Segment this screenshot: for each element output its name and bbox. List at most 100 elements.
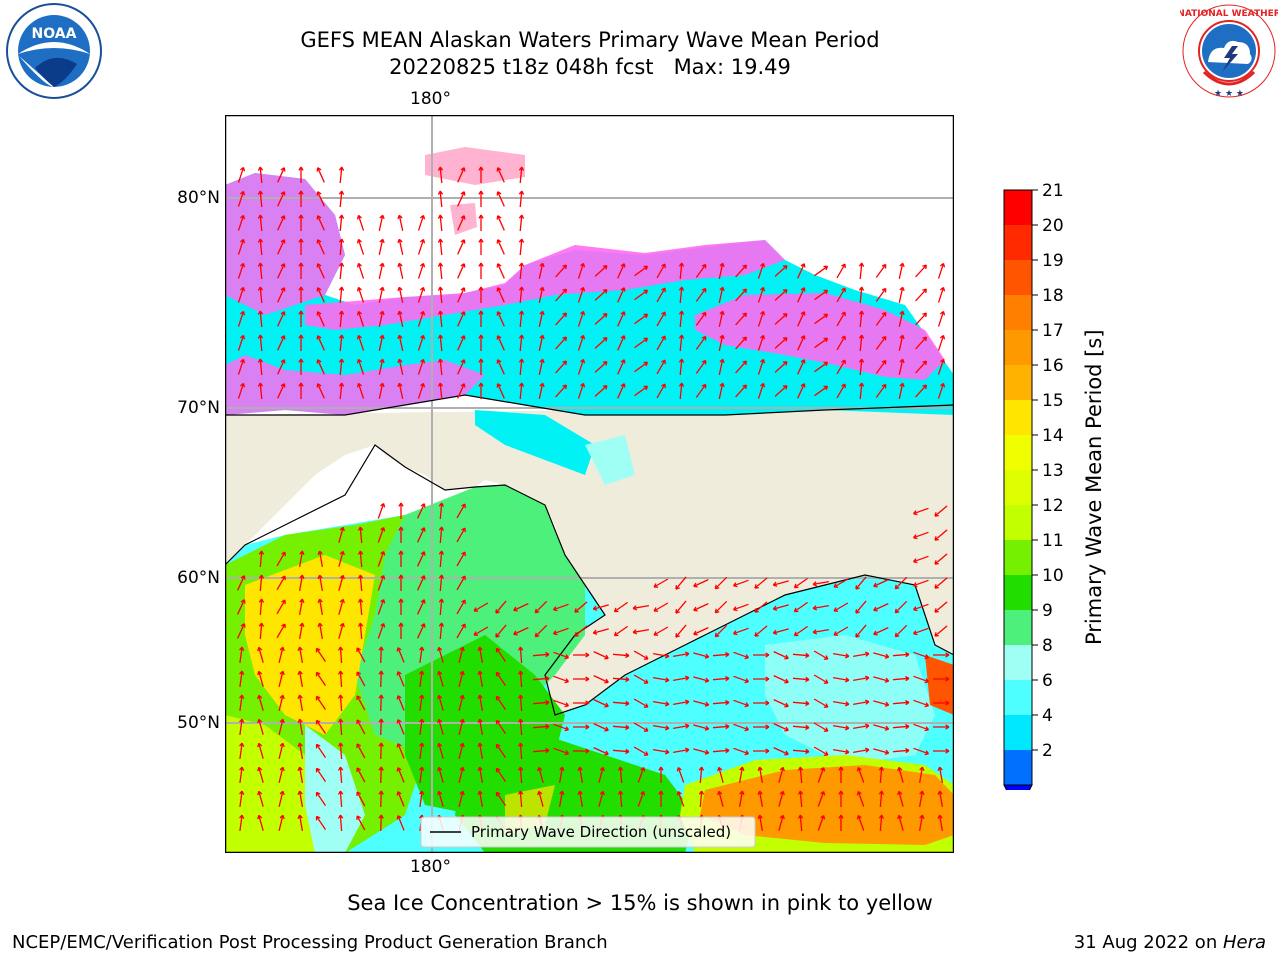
wave-direction-arrow	[237, 286, 246, 303]
wave-direction-arrow	[534, 624, 548, 638]
wave-direction-arrow	[357, 550, 364, 568]
wave-direction-arrow	[577, 790, 584, 808]
wave-direction-arrow	[695, 263, 707, 278]
wave-direction-arrow	[417, 358, 426, 375]
wave-direction-arrow	[338, 238, 345, 256]
wave-direction-arrow	[774, 312, 788, 325]
wave-direction-arrow	[317, 550, 324, 568]
wave-direction-arrow	[298, 334, 304, 351]
wave-direction-arrow	[678, 262, 685, 280]
wave-direction-arrow	[855, 600, 867, 614]
wave-direction-arrow	[573, 700, 590, 706]
wave-direction-arrow	[538, 262, 545, 279]
wave-direction-arrow	[237, 262, 246, 279]
wave-direction-arrow	[652, 724, 670, 731]
wave-direction-arrow	[458, 742, 465, 759]
wave-direction-arrow	[838, 766, 844, 783]
wave-direction-arrow	[612, 748, 630, 755]
wave-direction-arrow	[495, 600, 507, 614]
wave-direction-arrow	[797, 311, 806, 327]
lat-label-80n: 80°N	[177, 188, 220, 208]
wave-direction-arrow	[676, 766, 685, 783]
wave-direction-arrow	[438, 502, 445, 520]
wave-direction-arrow	[315, 815, 327, 830]
svg-text:★ ★ ★: ★ ★ ★	[1214, 89, 1244, 99]
wave-direction-arrow	[417, 503, 426, 519]
wave-direction-arrow	[693, 724, 710, 731]
wave-direction-arrow	[718, 262, 725, 279]
wave-direction-arrow	[477, 670, 484, 688]
wave-direction-arrow	[814, 361, 829, 373]
wave-direction-arrow	[456, 551, 466, 567]
wave-direction-arrow	[792, 700, 810, 707]
wave-direction-arrow	[672, 747, 690, 754]
wave-direction-arrow	[772, 628, 789, 635]
wave-direction-arrow	[357, 526, 364, 544]
wave-direction-arrow	[338, 622, 345, 639]
wave-direction-arrow	[315, 719, 327, 734]
wave-direction-arrow	[732, 579, 749, 588]
wave-direction-arrow	[518, 358, 525, 376]
wave-direction-arrow	[757, 790, 764, 808]
wave-direction-arrow	[456, 503, 466, 519]
wave-direction-arrow	[858, 358, 865, 376]
wave-direction-arrow	[573, 748, 590, 754]
wave-direction-arrow	[712, 699, 730, 706]
wave-direction-arrow	[276, 599, 286, 615]
wave-direction-arrow	[257, 694, 264, 711]
wave-direction-arrow	[337, 670, 344, 688]
wave-direction-arrow	[773, 651, 789, 660]
wave-direction-arrow	[518, 262, 525, 280]
wave-direction-arrow	[753, 748, 770, 754]
wave-direction-arrow	[257, 310, 264, 328]
wave-direction-arrow	[298, 574, 305, 592]
wave-direction-arrow	[617, 790, 624, 808]
wave-direction-arrow	[537, 790, 544, 807]
wave-direction-arrow	[658, 766, 664, 783]
wave-direction-arrow	[855, 624, 867, 638]
sea-ice-note: Sea Ice Concentration > 15% is shown in …	[347, 891, 933, 915]
wave-direction-arrow	[913, 675, 930, 684]
wave-direction-arrow	[237, 575, 246, 591]
colorbar-tick-label: 10	[1042, 566, 1064, 586]
wave-direction-arrow	[337, 646, 344, 664]
wave-direction-arrow	[457, 167, 466, 183]
wave-direction-arrow	[298, 358, 304, 375]
wave-direction-arrow	[732, 627, 749, 636]
wave-direction-arrow	[417, 575, 426, 591]
wave-direction-arrow	[797, 814, 804, 832]
colorbar-tick-label: 4	[1042, 706, 1053, 726]
wave-direction-arrow	[753, 700, 770, 706]
wave-direction-arrow	[813, 650, 829, 660]
wave-direction-arrow	[398, 526, 404, 543]
wave-direction-arrow	[912, 507, 929, 516]
wave-direction-arrow	[757, 334, 766, 351]
wave-direction-arrow	[356, 719, 366, 735]
wave-direction-arrow	[817, 814, 826, 831]
wave-direction-arrow	[495, 719, 507, 734]
wave-direction-arrow	[338, 286, 345, 304]
wave-direction-arrow	[396, 695, 405, 711]
wave-direction-arrow	[738, 766, 745, 784]
wave-direction-arrow	[356, 743, 366, 759]
wave-direction-arrow	[277, 263, 286, 279]
wave-direction-arrow	[457, 263, 466, 279]
wave-direction-arrow	[634, 385, 649, 397]
wave-direction-arrow	[612, 652, 630, 659]
lat-label-70n: 70°N	[177, 398, 220, 418]
wave-direction-arrow	[593, 747, 609, 756]
wave-direction-arrow	[555, 312, 568, 326]
wave-direction-arrow	[237, 623, 246, 639]
wave-direction-arrow	[438, 526, 445, 544]
wave-direction-arrow	[717, 766, 724, 783]
wave-direction-arrow	[613, 625, 628, 637]
wave-direction-arrow	[718, 286, 725, 303]
wave-direction-arrow	[797, 263, 806, 279]
wave-direction-arrow	[496, 287, 505, 303]
wave-direction-arrow	[637, 766, 646, 783]
wave-direction-arrow	[477, 790, 484, 808]
wave-direction-arrow	[396, 671, 405, 687]
wave-direction-arrow	[735, 312, 748, 326]
wave-direction-arrow	[672, 675, 690, 682]
wave-direction-arrow	[753, 724, 770, 730]
